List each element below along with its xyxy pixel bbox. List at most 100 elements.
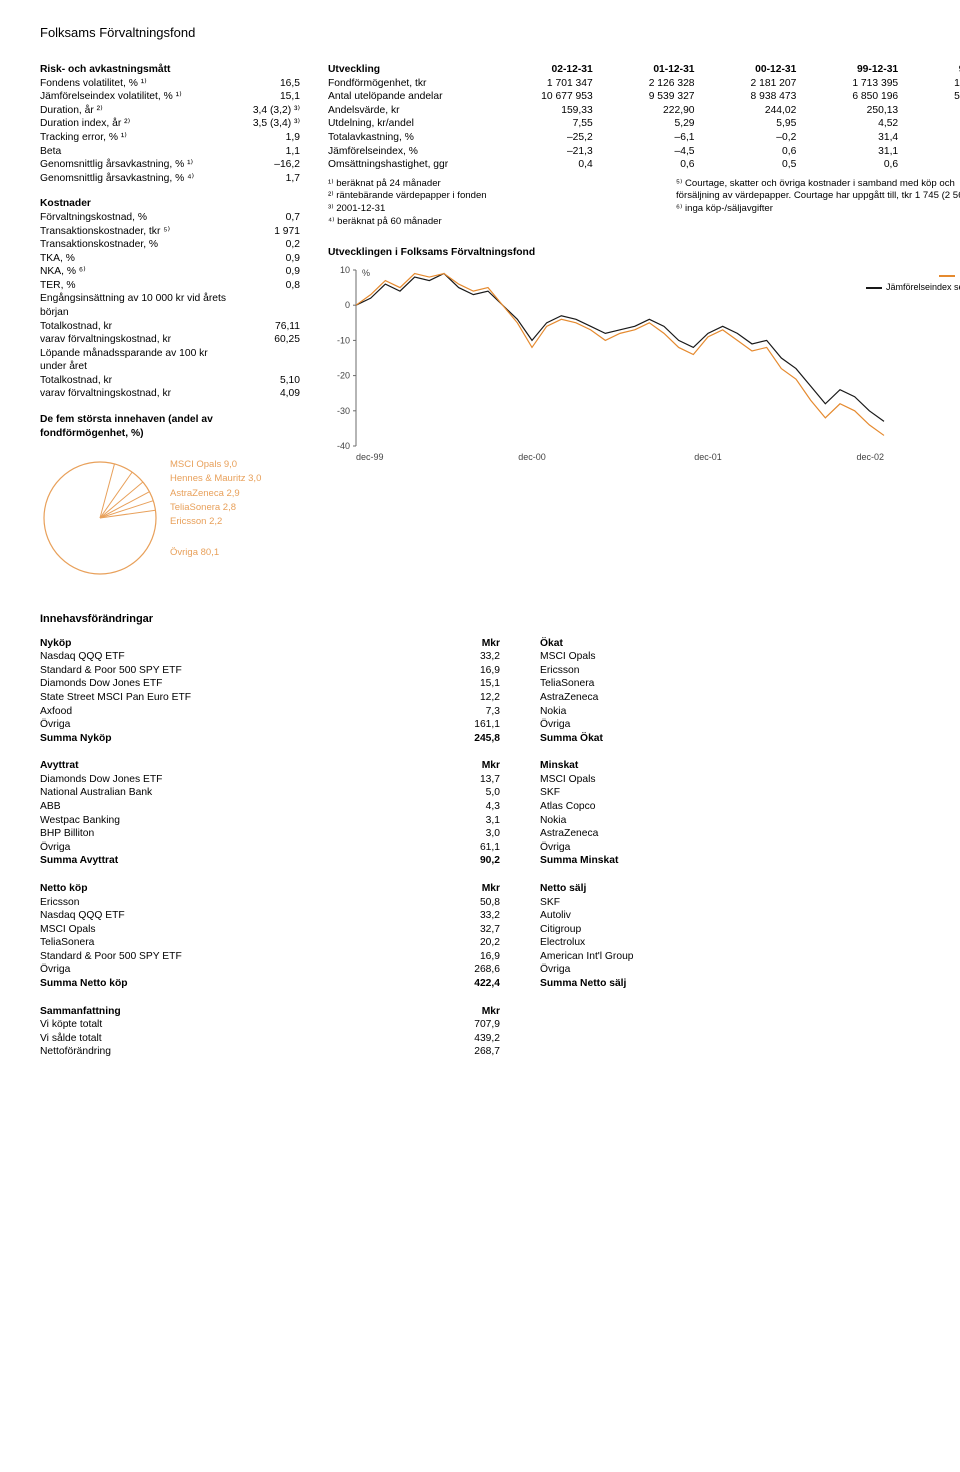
td: –21,3 (491, 145, 593, 159)
table-row: ABB4,3 (40, 800, 500, 814)
kv-val: 0,2 (230, 238, 300, 252)
table-row: AstraZeneca19,6 (540, 691, 960, 705)
td: 18,1 (898, 145, 960, 159)
table-row: BHP Billiton3,0 (40, 827, 500, 841)
table-row: SKF9,1 (540, 896, 960, 910)
td: 4,3 (486, 800, 500, 814)
td: Ericsson (540, 664, 579, 678)
td: Nokia (540, 705, 566, 719)
table-row: Diamonds Dow Jones ETF13,7 (40, 773, 500, 787)
kv-row: NKA, % ⁶⁾0,9 (40, 265, 300, 279)
td: 2,86 (898, 117, 960, 131)
td: Utdelning, kr/andel (328, 117, 491, 131)
kv-row: Totalkostnad, kr76,11 (40, 320, 300, 334)
td: Övriga (540, 841, 570, 855)
td: 33,2 (480, 650, 500, 664)
td: 16,9 (480, 664, 500, 678)
th: 99-12-31 (796, 63, 898, 77)
td: Totalavkastning, % (328, 131, 491, 145)
table-row: MSCI Opals52,2 (540, 773, 960, 787)
svg-text:0: 0 (345, 300, 350, 310)
table-row: SKF14,9 (540, 786, 960, 800)
pie-item: Ericsson 2,2 (170, 515, 261, 529)
pie-item: AstraZeneca 2,9 (170, 487, 261, 501)
footnote: ⁴⁾ beräknat på 60 månader (328, 216, 652, 229)
legend-label: Jämförelseindex se sid 52 (886, 282, 960, 294)
kv-row: varav förvaltningskostnad, kr4,09 (40, 387, 300, 401)
td: 7,3 (486, 705, 500, 719)
kv-key: Förvaltningskostnad, % (40, 211, 230, 225)
td: 61,1 (480, 841, 500, 855)
td: 31,4 (796, 131, 898, 145)
td: 20,2 (480, 936, 500, 950)
td: 268,6 (474, 963, 500, 977)
kv-val: 0,9 (230, 252, 300, 266)
table-row: Vi sålde totalt439,2 (40, 1032, 500, 1046)
td: BHP Billiton (40, 827, 94, 841)
table-row: Andelsvärde, kr159,33222,90244,02250,131… (328, 104, 960, 118)
kv-row: Förvaltningskostnad, %0,7 (40, 211, 300, 225)
group-head: Netto köp (40, 882, 87, 896)
kv-key: Transaktionskostnader, tkr ⁵⁾ (40, 225, 230, 239)
svg-text:dec-02: dec-02 (856, 452, 884, 462)
pie-chart: MSCI Opals 9,0Hennes & Mauritz 3,0AstraZ… (40, 458, 300, 578)
kv-key: Löpande månadssparande av 100 kr under å… (40, 347, 230, 374)
page: Folksams Förvaltningsfond 15 Risk- och a… (0, 0, 960, 1099)
table-row: AstraZeneca9,2 (540, 827, 960, 841)
td: Vi köpte totalt (40, 1018, 102, 1032)
group-head: Minskat (540, 759, 578, 773)
risk-title: Risk- och avkastningsmått (40, 63, 300, 77)
td: –25,2 (491, 131, 593, 145)
line-chart: Utvecklingen i Folksams Förvaltningsfond… (328, 246, 960, 468)
kv-row: Fondens volatilitet, % ¹⁾16,5 (40, 77, 300, 91)
svg-text:dec-00: dec-00 (518, 452, 546, 462)
table-row: State Street MSCI Pan Euro ETF12,2 (40, 691, 500, 705)
td: Övriga (40, 963, 70, 977)
td: 32,7 (480, 923, 500, 937)
kv-row: Engångsinsättning av 10 000 kr vid årets… (40, 292, 300, 319)
th: 02-12-31 (491, 63, 593, 77)
kv-key: Fondens volatilitet, % ¹⁾ (40, 77, 230, 91)
group-head: Avyttrat (40, 759, 79, 773)
sum-row: Summa Avyttrat90,2 (40, 854, 500, 868)
td: 0,5 (695, 158, 797, 172)
kv-val: 60,25 (230, 333, 300, 347)
kv-key: Genomsnittlig årsavkastning, % ⁴⁾ (40, 172, 230, 186)
table-row: Nettoförändring268,7 (40, 1045, 500, 1059)
table-row: Autoliv5,0 (540, 909, 960, 923)
kv-val: 16,5 (230, 77, 300, 91)
td: 2 126 328 (593, 77, 695, 91)
kv-val: 1,9 (230, 131, 300, 145)
pie-item: TeliaSonera 2,8 (170, 501, 261, 515)
footnotes: ¹⁾ beräknat på 24 månader²⁾ räntebärande… (328, 178, 960, 229)
group-head: Netto sälj (540, 882, 586, 896)
td: –6,1 (593, 131, 695, 145)
page-header: Folksams Förvaltningsfond 15 (40, 24, 960, 41)
footnote: ¹⁾ beräknat på 24 månader (328, 178, 652, 191)
td: Övriga (540, 718, 570, 732)
td: 0,6 (695, 145, 797, 159)
td: National Australian Bank (40, 786, 152, 800)
td: 244,02 (695, 104, 797, 118)
kv-val: 1,1 (230, 145, 300, 159)
td: Jämförelseindex, % (328, 145, 491, 159)
kv-key: TER, % (40, 279, 230, 293)
kv-key: Transaktionskostnader, % (40, 238, 230, 252)
legend-swatch (866, 287, 882, 289)
table-row: National Australian Bank5,0 (40, 786, 500, 800)
kv-row: Transaktionskostnader, %0,2 (40, 238, 300, 252)
td: 159,33 (491, 104, 593, 118)
td: 0,6 (796, 158, 898, 172)
td: 2 181 207 (695, 77, 797, 91)
chart-title: Utvecklingen i Folksams Förvaltningsfond (328, 246, 960, 260)
kv-val: –16,2 (230, 158, 300, 172)
kv-val: 3,4 (3,2) ³⁾ (230, 104, 300, 118)
chart-svg: 100-10-20-30-40dec-99dec-00dec-01dec-02% (328, 264, 888, 464)
td: 31,1 (796, 145, 898, 159)
kv-val: 3,5 (3,4) ³⁾ (230, 117, 300, 131)
td: 4,52 (796, 117, 898, 131)
pie-labels: MSCI Opals 9,0Hennes & Mauritz 3,0AstraZ… (170, 458, 261, 529)
group-head: Sammanfattning (40, 1005, 121, 1019)
kv-val: 0,8 (230, 279, 300, 293)
holdings-group: Netto säljMkrSKF9,1Autoliv5,0Citigroup4,… (540, 868, 960, 991)
